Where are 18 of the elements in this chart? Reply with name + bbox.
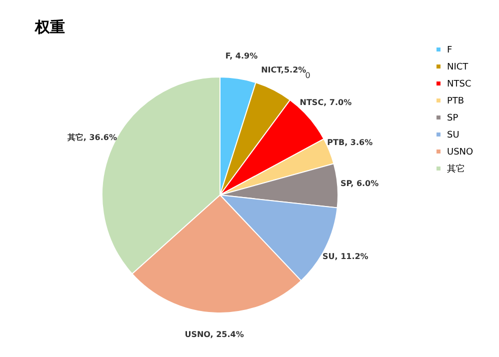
- data-label: USNO, 25.4%: [184, 330, 244, 339]
- text: 0: [305, 70, 310, 80]
- data-label: SU, 11.2%: [322, 252, 368, 262]
- data-label: SP, 6.0%: [340, 178, 379, 188]
- legend-label: NICT: [447, 62, 469, 72]
- legend-label: USNO: [447, 148, 474, 158]
- legend-label: PTB: [447, 96, 464, 106]
- chart-title: 权重: [34, 18, 65, 36]
- legend-label: SP: [447, 114, 459, 124]
- legend-label: F: [447, 46, 452, 56]
- legend-label: 其它: [447, 164, 465, 174]
- legend-label: SU: [447, 130, 460, 140]
- data-label: 其它, 36.6%: [66, 132, 117, 142]
- data-label: F, 4.9%: [225, 52, 258, 61]
- data-label: NICT,5.2%: [261, 65, 306, 74]
- legend-label: NTSC: [447, 80, 472, 90]
- data-label: NTSC, 7.0%: [300, 98, 352, 108]
- data-label: PTB, 3.6%: [327, 138, 373, 147]
